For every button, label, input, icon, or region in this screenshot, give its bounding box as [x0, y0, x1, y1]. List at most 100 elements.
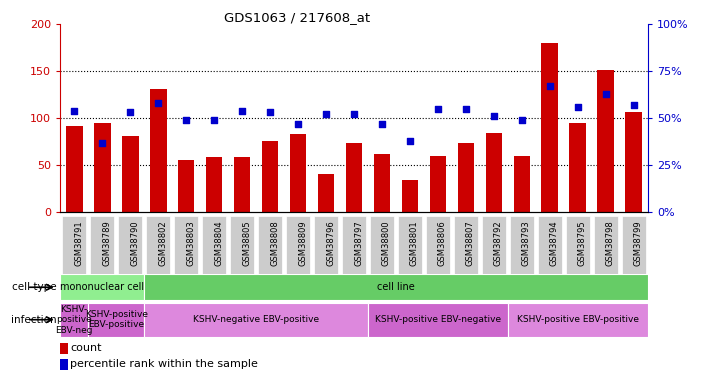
Bar [374, 154, 390, 212]
FancyBboxPatch shape [202, 216, 226, 274]
FancyBboxPatch shape [147, 216, 170, 274]
Point [152, 100, 164, 106]
Point [208, 117, 219, 123]
Bar [401, 180, 418, 212]
Text: count: count [71, 343, 102, 353]
Text: GSM38799: GSM38799 [634, 220, 643, 266]
FancyBboxPatch shape [426, 216, 450, 274]
Bar [93, 123, 110, 212]
FancyBboxPatch shape [370, 216, 394, 274]
FancyBboxPatch shape [88, 303, 144, 337]
FancyBboxPatch shape [482, 216, 506, 274]
FancyBboxPatch shape [144, 274, 648, 300]
FancyBboxPatch shape [538, 216, 561, 274]
FancyBboxPatch shape [174, 216, 198, 274]
Bar [60, 343, 67, 354]
Point [628, 102, 639, 108]
Bar [346, 144, 362, 212]
Point [377, 121, 388, 127]
FancyBboxPatch shape [286, 216, 310, 274]
Text: GSM38792: GSM38792 [494, 220, 503, 266]
Point [181, 117, 192, 123]
Bar [569, 123, 586, 212]
Text: GSM38796: GSM38796 [326, 220, 335, 266]
Text: GSM38808: GSM38808 [270, 220, 279, 266]
Text: GSM38801: GSM38801 [410, 220, 419, 266]
FancyBboxPatch shape [118, 216, 142, 274]
FancyBboxPatch shape [144, 303, 368, 337]
Point [489, 113, 500, 119]
Point [460, 106, 472, 112]
FancyBboxPatch shape [454, 216, 478, 274]
Text: cell type: cell type [12, 282, 57, 292]
Text: GSM38802: GSM38802 [158, 220, 167, 266]
Bar [625, 112, 642, 212]
Text: GSM38803: GSM38803 [186, 220, 195, 266]
FancyBboxPatch shape [90, 216, 114, 274]
Point [292, 121, 304, 127]
Point [125, 110, 136, 116]
Text: GSM38800: GSM38800 [382, 220, 391, 266]
FancyBboxPatch shape [342, 216, 366, 274]
Text: KSHV-positive EBV-negative: KSHV-positive EBV-negative [375, 315, 501, 324]
Bar [234, 157, 251, 212]
Text: GSM38794: GSM38794 [550, 220, 559, 266]
Bar [206, 157, 222, 212]
Point [433, 106, 444, 112]
Bar [66, 126, 83, 212]
Point [404, 138, 416, 144]
Bar [122, 136, 139, 212]
Bar [430, 156, 446, 212]
Text: KSHV-
positive
EBV-neg: KSHV- positive EBV-neg [55, 305, 93, 334]
Bar [513, 156, 530, 212]
Point [236, 108, 248, 114]
Bar [598, 70, 615, 212]
Bar [149, 89, 166, 212]
Text: GSM38807: GSM38807 [466, 220, 475, 266]
FancyBboxPatch shape [258, 216, 282, 274]
Text: GSM38790: GSM38790 [130, 220, 139, 266]
FancyBboxPatch shape [62, 216, 86, 274]
Text: GDS1063 / 217608_at: GDS1063 / 217608_at [224, 11, 370, 24]
Point [69, 108, 80, 114]
Text: GSM38793: GSM38793 [522, 220, 531, 266]
Point [348, 111, 360, 117]
FancyBboxPatch shape [314, 216, 338, 274]
Point [264, 110, 275, 116]
Point [544, 83, 556, 89]
Text: GSM38809: GSM38809 [298, 220, 307, 266]
Bar [178, 160, 195, 212]
Point [96, 140, 108, 146]
Text: GSM38791: GSM38791 [74, 220, 83, 266]
FancyBboxPatch shape [60, 274, 144, 300]
FancyBboxPatch shape [510, 216, 534, 274]
Point [600, 91, 612, 97]
Text: GSM38797: GSM38797 [354, 220, 363, 266]
Text: GSM38789: GSM38789 [102, 220, 111, 266]
Point [516, 117, 527, 123]
Text: KSHV-positive
EBV-positive: KSHV-positive EBV-positive [85, 310, 148, 329]
Point [572, 104, 583, 110]
Bar [542, 43, 559, 212]
FancyBboxPatch shape [566, 216, 590, 274]
Text: GSM38805: GSM38805 [242, 220, 251, 266]
Bar [318, 174, 334, 212]
Point [320, 111, 331, 117]
Text: GSM38798: GSM38798 [606, 220, 615, 266]
Bar [486, 133, 502, 212]
Bar [457, 144, 474, 212]
Text: mononuclear cell: mononuclear cell [60, 282, 144, 292]
Bar [60, 358, 67, 370]
Text: cell line: cell line [377, 282, 415, 292]
FancyBboxPatch shape [594, 216, 618, 274]
FancyBboxPatch shape [622, 216, 646, 274]
Text: percentile rank within the sample: percentile rank within the sample [71, 359, 258, 369]
Text: GSM38806: GSM38806 [438, 220, 447, 266]
FancyBboxPatch shape [60, 303, 88, 337]
FancyBboxPatch shape [508, 303, 648, 337]
FancyBboxPatch shape [368, 303, 508, 337]
FancyBboxPatch shape [398, 216, 422, 274]
Text: infection: infection [11, 315, 57, 325]
Text: KSHV-negative EBV-positive: KSHV-negative EBV-positive [193, 315, 319, 324]
Bar [262, 141, 278, 212]
